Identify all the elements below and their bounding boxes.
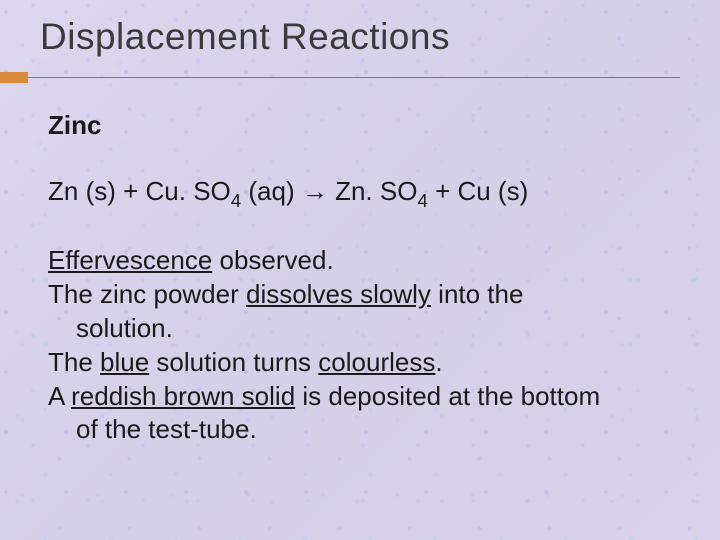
subheading: Zinc [48,109,672,143]
obs-line: The zinc powder dissolves slowly into th… [48,278,672,312]
obs-text: The [48,347,100,377]
eq-part: Zn (s) + Cu. SO [48,176,231,206]
title-block: Displacement Reactions [0,0,720,58]
obs-text: The zinc powder [48,279,246,309]
obs-line-hang: solution. [48,312,672,346]
obs-underline: dissolves slowly [246,279,431,309]
obs-line: A reddish brown solid is deposited at th… [48,380,672,414]
obs-text: solution turns [149,347,318,377]
eq-subscript: 4 [231,190,241,211]
slide-title: Displacement Reactions [40,16,720,58]
title-divider [0,72,720,83]
obs-text: . [435,347,442,377]
eq-part: (aq) [241,176,302,206]
horizontal-rule [28,77,680,78]
obs-text: of the test-tube. [76,414,257,444]
eq-part: Zn. SO [328,176,418,206]
chemical-equation: Zn (s) + Cu. SO4 (aq) → Zn. SO4 + Cu (s) [48,175,672,213]
obs-line-hang: of the test-tube. [48,413,672,447]
eq-arrow: → [302,176,328,206]
obs-text: is deposited at the bottom [295,381,600,411]
obs-underline: Effervescence [48,245,212,275]
obs-text: into the [431,279,524,309]
obs-text: solution. [76,313,173,343]
obs-line: Effervescence observed. [48,244,672,278]
obs-text: A [48,381,71,411]
eq-subscript: 4 [417,190,427,211]
obs-text: observed. [212,245,333,275]
obs-underline: reddish brown solid [71,381,295,411]
eq-part: + Cu (s) [428,176,528,206]
obs-underline: colourless [318,347,435,377]
body-content: Zinc Zn (s) + Cu. SO4 (aq) → Zn. SO4 + C… [0,83,720,447]
obs-line: The blue solution turns colourless. [48,346,672,380]
slide: Displacement Reactions Zinc Zn (s) + Cu.… [0,0,720,540]
accent-bar [0,72,28,83]
observations-block: Effervescence observed. The zinc powder … [48,244,672,447]
obs-underline: blue [100,347,149,377]
